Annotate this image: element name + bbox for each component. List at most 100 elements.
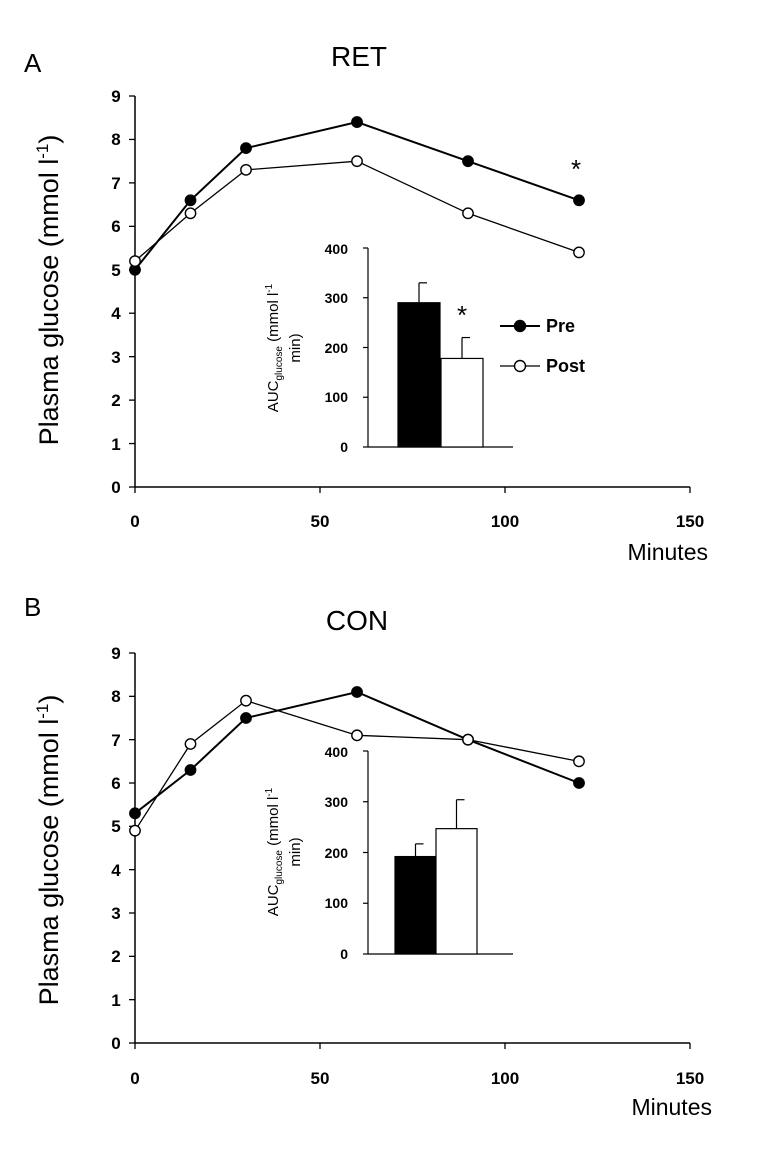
legend-post-marker xyxy=(513,359,527,373)
panel-b-series xyxy=(129,686,585,837)
data-point-pre xyxy=(129,807,141,820)
data-point-post xyxy=(573,246,585,259)
x-tick-label: 100 xyxy=(491,1069,519,1088)
legend-item-pre: Pre xyxy=(500,316,575,336)
panel-b-label: B xyxy=(24,592,41,622)
data-point-pre xyxy=(351,686,363,698)
y-tick-label: 5 xyxy=(111,261,120,280)
data-point-pre xyxy=(184,194,197,207)
data-point-post xyxy=(129,255,141,267)
legend-pre-marker xyxy=(513,319,527,333)
inset-y-tick-label: 100 xyxy=(325,389,349,405)
y-tick-label: 6 xyxy=(111,774,120,793)
legend-pre-label: Pre xyxy=(546,316,575,336)
bar-pre xyxy=(397,302,441,448)
y-tick-label: 7 xyxy=(111,731,120,750)
panel-b-ticks xyxy=(129,652,691,1049)
panel-a-y-tick-labels: 0 1 2 3 4 5 6 7 8 9 xyxy=(111,87,121,497)
series-line-post xyxy=(134,699,580,832)
y-tick-label: 1 xyxy=(111,435,120,454)
y-tick-label: 3 xyxy=(111,348,120,367)
data-point-post xyxy=(184,738,197,750)
data-point-post xyxy=(351,729,363,742)
data-point-pre xyxy=(462,155,474,168)
panel-b-title: CON xyxy=(326,605,388,636)
bar-post xyxy=(435,828,478,955)
panel-b-x-axis-label: Minutes xyxy=(631,1094,712,1120)
y-tick-label: 8 xyxy=(111,687,120,706)
y-tick-label: 3 xyxy=(111,904,120,923)
inset-y-tick-label: 200 xyxy=(325,340,349,356)
panel-b: B CON Plasma glucose (mmol l-1) 0 1 2 3 … xyxy=(24,592,712,1120)
panel-a-title: RET xyxy=(331,41,387,72)
data-point-post xyxy=(351,155,363,168)
panel-a-x-axis-label: Minutes xyxy=(627,539,708,565)
panel-a-inset-bars xyxy=(397,282,484,448)
data-point-post xyxy=(240,163,252,176)
panel-b-inset-bars xyxy=(394,799,478,955)
legend: Pre Post xyxy=(500,316,585,376)
x-tick-label: 50 xyxy=(311,1069,330,1088)
panel-a: A RET Plasma glucose (mmol l-1) 0 1 2 3 … xyxy=(24,41,708,565)
panel-a-label: A xyxy=(24,48,42,78)
inset-y-tick-label: 0 xyxy=(340,946,348,962)
x-tick-label: 150 xyxy=(676,1069,704,1088)
x-tick-label: 150 xyxy=(676,512,704,531)
inset-y-tick-label: 0 xyxy=(340,439,348,455)
panel-a-series xyxy=(129,116,585,276)
y-tick-label: 4 xyxy=(111,861,121,880)
data-point-post xyxy=(462,207,474,220)
y-tick-label: 7 xyxy=(111,174,120,193)
data-point-post xyxy=(573,755,585,768)
panel-b-inset-ticks xyxy=(363,750,368,955)
inset-y-tick-label: 400 xyxy=(325,744,349,760)
panel-a-inset-significance-marker: * xyxy=(457,300,467,330)
panel-a-inset-ticks xyxy=(363,247,368,448)
x-tick-label: 0 xyxy=(130,512,139,531)
legend-post-label: Post xyxy=(546,356,585,376)
panel-a-inset: AUCglucose (mmol l-1 min) 0 100 200 300 … xyxy=(264,241,513,455)
data-point-post xyxy=(184,207,197,220)
y-tick-label: 0 xyxy=(111,478,120,497)
panel-a-inset-y-label-line2: min) xyxy=(287,333,304,362)
panel-a-inset-y-label: AUCglucose (mmol l-1 xyxy=(264,283,285,412)
data-point-pre xyxy=(351,116,363,128)
y-tick-label: 2 xyxy=(111,391,120,410)
panel-a-x-tick-labels: 0 50 100 150 xyxy=(130,512,704,531)
bar-post xyxy=(440,357,484,448)
data-point-post xyxy=(240,694,252,707)
inset-y-tick-label: 100 xyxy=(325,895,349,911)
legend-item-post: Post xyxy=(500,356,585,376)
inset-y-tick-label: 300 xyxy=(325,794,349,810)
panel-b-inset: AUCglucose (mmol l-1 min) 0 100 200 300 … xyxy=(264,744,513,962)
series-line-pre xyxy=(134,690,580,815)
data-point-pre xyxy=(240,142,252,155)
data-point-pre xyxy=(573,777,585,789)
y-tick-label: 2 xyxy=(111,947,120,966)
y-tick-label: 9 xyxy=(111,644,120,663)
panel-b-y-tick-labels: 0 1 2 3 4 5 6 7 8 9 xyxy=(111,644,121,1053)
x-tick-label: 100 xyxy=(491,512,519,531)
y-tick-label: 4 xyxy=(111,304,121,323)
panel-a-y-axis-label: Plasma glucose (mmol l-1) xyxy=(33,135,64,446)
data-point-post xyxy=(462,733,474,746)
y-tick-label: 5 xyxy=(111,817,120,836)
panel-b-inset-y-label-line2: min) xyxy=(287,837,304,866)
y-tick-label: 1 xyxy=(111,991,120,1010)
y-tick-label: 9 xyxy=(111,87,120,106)
y-tick-label: 6 xyxy=(111,217,120,236)
panel-a-ticks xyxy=(129,95,691,493)
panel-b-y-axis-label: Plasma glucose (mmol l-1) xyxy=(33,695,64,1006)
data-point-pre xyxy=(184,764,197,776)
panel-b-x-tick-labels: 0 50 100 150 xyxy=(130,1069,704,1088)
data-point-pre xyxy=(240,712,252,724)
x-tick-label: 50 xyxy=(311,512,330,531)
inset-y-tick-label: 400 xyxy=(325,241,349,257)
data-point-pre xyxy=(573,194,585,207)
inset-y-tick-label: 300 xyxy=(325,290,349,306)
y-tick-label: 8 xyxy=(111,130,120,149)
bar-pre xyxy=(394,855,437,955)
data-point-post xyxy=(129,824,141,837)
series-line-post xyxy=(134,160,580,262)
